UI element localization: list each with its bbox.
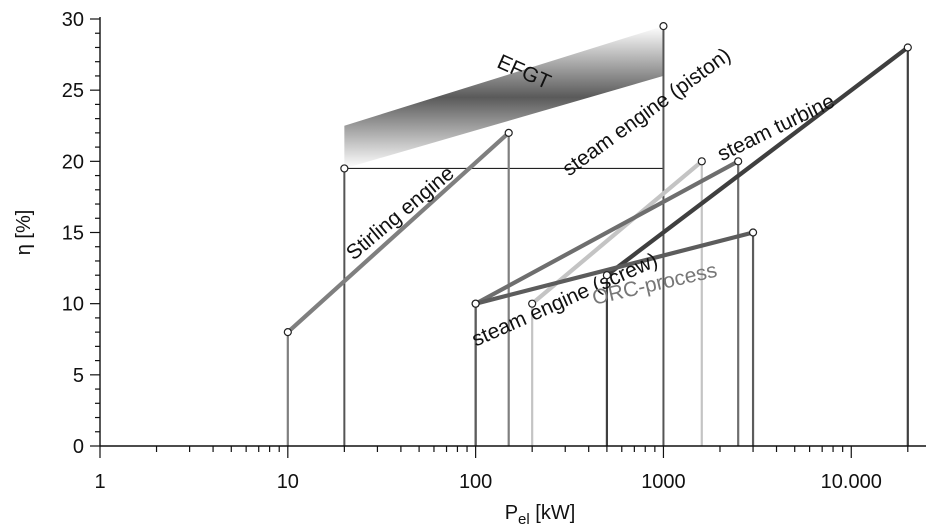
x-tick-label: 100 bbox=[459, 471, 492, 493]
y-tick-label: 25 bbox=[62, 80, 84, 102]
series-endpoint-marker bbox=[734, 157, 743, 166]
y-tick-label: 30 bbox=[62, 9, 84, 31]
x-tick-label: 1 bbox=[94, 471, 105, 493]
series-line bbox=[285, 130, 511, 335]
series-endpoint-marker bbox=[697, 157, 706, 166]
y-tick-label: 0 bbox=[73, 436, 84, 458]
y-tick-label: 20 bbox=[62, 151, 84, 173]
series-line bbox=[473, 230, 756, 306]
series-lines-layer bbox=[285, 45, 910, 335]
y-tick-label: 15 bbox=[62, 223, 84, 245]
efgt-endpoint-marker bbox=[340, 164, 349, 173]
series-line bbox=[473, 159, 741, 306]
series-endpoint-marker bbox=[283, 328, 292, 337]
x-tick-label: 1000 bbox=[641, 471, 686, 493]
y-tick-label: 10 bbox=[62, 294, 84, 316]
series-endpoint-marker bbox=[504, 128, 513, 137]
axes-layer: 0 5 10 15 20 25 30 1 10 100 1000 10.000 η [%] Pel [kW… bbox=[13, 9, 926, 524]
drop-lines-layer bbox=[286, 26, 909, 446]
x-tick-label: 10 bbox=[277, 471, 299, 493]
x-axis-title: Pel [kW] bbox=[505, 502, 576, 524]
x-axis-title-symbol: P bbox=[505, 502, 518, 524]
markers-layer bbox=[283, 22, 912, 337]
efgt-band bbox=[344, 26, 664, 169]
series-endpoint-marker bbox=[748, 228, 758, 237]
efgt-endpoint-marker bbox=[659, 22, 668, 31]
x-axis-title-subscript: el bbox=[518, 511, 530, 524]
x-tick-label: 10.000 bbox=[821, 471, 882, 493]
x-axis-title-unit: [kW] bbox=[530, 502, 576, 524]
series-endpoint-marker bbox=[471, 299, 480, 308]
annotation-label: Stirling engine bbox=[342, 162, 459, 265]
band-layer bbox=[344, 26, 664, 170]
y-axis-title: η [%] bbox=[13, 210, 35, 256]
series-line bbox=[604, 45, 910, 278]
y-tick-label: 5 bbox=[73, 365, 84, 387]
series-endpoint-marker bbox=[602, 271, 612, 280]
series-endpoint-marker bbox=[903, 43, 912, 52]
series-endpoint-marker bbox=[528, 299, 537, 308]
annotation-label: steam turbine bbox=[714, 90, 838, 166]
